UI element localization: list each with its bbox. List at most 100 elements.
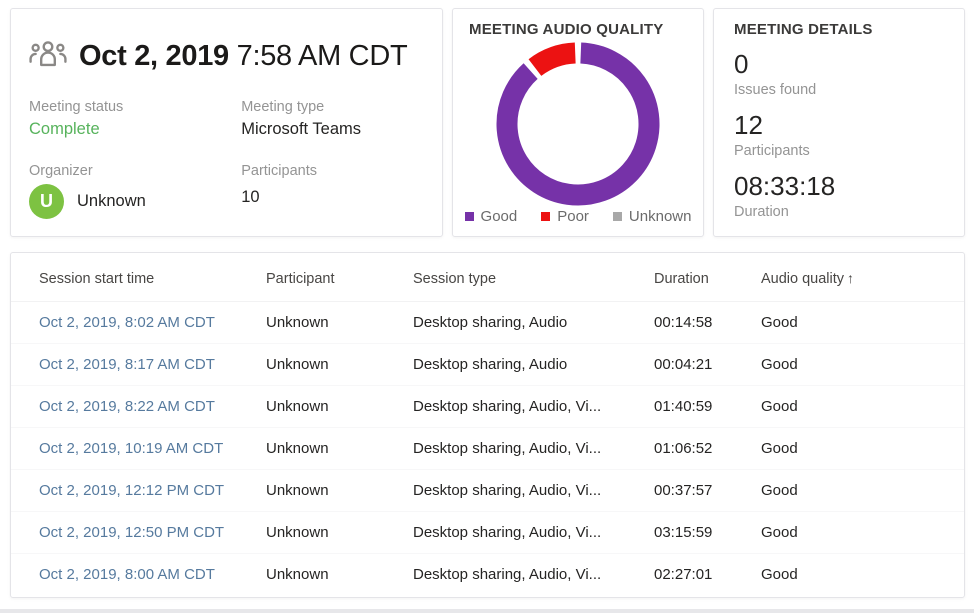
legend-label: Unknown <box>628 208 692 225</box>
summary-cards-row: Oct 2, 2019 7:58 AM CDT Meeting status C… <box>10 8 965 237</box>
legend-label: Good <box>480 208 518 225</box>
meeting-details-card: MEETING DETAILS 0 Issues found 12 Partic… <box>713 8 965 237</box>
organizer-field: Organizer U Unknown <box>29 163 241 219</box>
duration-value: 08:33:18 <box>734 170 836 201</box>
duration-cell: 01:40:59 <box>654 397 713 415</box>
sort-ascending-icon: ↑ <box>847 270 855 287</box>
meeting-group-icon <box>29 39 67 73</box>
meeting-type-label: Meeting type <box>241 99 325 115</box>
session-start-link[interactable]: Oct 2, 2019, 8:00 AM CDT <box>39 565 215 583</box>
participants-count-value: 12 <box>734 109 763 140</box>
audio-quality-cell: Good <box>761 523 798 541</box>
session-start-link[interactable]: Oct 2, 2019, 8:22 AM CDT <box>39 397 215 415</box>
meeting-header: Oct 2, 2019 7:58 AM CDT <box>29 39 422 73</box>
meeting-datetime: Oct 2, 2019 7:58 AM CDT <box>79 39 408 73</box>
session-type-cell: Desktop sharing, Audio, Vi... <box>413 397 602 415</box>
column-session-type[interactable]: Session type <box>413 270 497 287</box>
audio-quality-cell: Good <box>761 481 798 499</box>
meeting-type-field: Meeting type Microsoft Teams <box>241 99 422 139</box>
issues-found-value: 0 <box>734 49 749 79</box>
session-type-cell: Desktop sharing, Audio, Vi... <box>413 523 602 541</box>
table-row: Oct 2, 2019, 8:02 AM CDT Unknown Desktop s… <box>11 300 964 343</box>
legend-swatch-poor <box>541 212 551 221</box>
table-row: Oct 2, 2019, 12:50 PM CDT Unknown Desktop … <box>11 510 964 553</box>
duration-cell: 00:37:57 <box>654 481 713 499</box>
session-table-header: Session start time Participant Session t… <box>11 257 964 301</box>
participant-cell: Unknown <box>266 397 329 415</box>
organizer-avatar: U <box>29 184 64 219</box>
duration-cell: 03:15:59 <box>654 523 713 541</box>
session-type-cell: Desktop sharing, Audio, Vi... <box>413 565 602 583</box>
session-table: Session start time Participant Session t… <box>11 257 964 595</box>
duration-label: Duration <box>734 203 789 220</box>
participants-field: Participants 10 <box>241 163 422 219</box>
session-table-card: Session start time Participant Session t… <box>10 252 965 598</box>
meeting-status-label: Meeting status <box>29 99 124 115</box>
participants-value: 10 <box>241 188 260 206</box>
audio-quality-donut <box>496 42 660 206</box>
participant-cell: Unknown <box>266 313 329 331</box>
issues-found-stat: 0 Issues found <box>734 49 944 98</box>
meeting-details-title: MEETING DETAILS <box>734 21 873 38</box>
meeting-fields: Meeting status Complete Meeting type Mic… <box>29 99 422 219</box>
audio-quality-cell: Good <box>761 355 798 373</box>
legend-label: Poor <box>557 208 589 225</box>
audio-quality-cell: Good <box>761 397 798 415</box>
donut-legend: Good Poor Unknown <box>464 208 692 225</box>
meeting-status-value: Complete <box>29 120 100 138</box>
participants-stat: 12 Participants <box>734 109 944 159</box>
session-type-cell: Desktop sharing, Audio <box>413 313 568 331</box>
meeting-time: 7:58 AM CDT <box>236 39 408 72</box>
session-start-link[interactable]: Oct 2, 2019, 12:50 PM CDT <box>39 523 225 541</box>
donut-chart-wrap <box>465 42 691 206</box>
legend-item-good: Good <box>464 208 518 225</box>
duration-cell: 00:04:21 <box>654 355 713 373</box>
table-row: Oct 2, 2019, 10:19 AM CDT Unknown Desktop … <box>11 426 964 469</box>
column-duration[interactable]: Duration <box>654 270 709 287</box>
legend-item-poor: Poor <box>541 208 589 225</box>
audio-quality-card: MEETING AUDIO QUALITY Good Poor Unknown <box>452 8 704 237</box>
issues-found-label: Issues found <box>734 81 817 98</box>
organizer-label: Organizer <box>29 163 93 179</box>
donut-segment-poor <box>528 42 577 77</box>
duration-stat: 08:33:18 Duration <box>734 170 944 220</box>
meeting-date: Oct 2, 2019 <box>79 39 229 72</box>
session-table-body: Oct 2, 2019, 8:02 AM CDT Unknown Desktop s… <box>11 300 964 595</box>
column-audio-quality[interactable]: Audio quality ↑ <box>761 270 855 288</box>
session-type-cell: Desktop sharing, Audio, Vi... <box>413 439 602 457</box>
table-row: Oct 2, 2019, 8:00 AM CDT Unknown Desktop s… <box>11 552 964 595</box>
participant-cell: Unknown <box>266 523 329 541</box>
session-start-link[interactable]: Oct 2, 2019, 8:17 AM CDT <box>39 355 215 373</box>
page-bottom-edge <box>0 609 974 613</box>
session-type-cell: Desktop sharing, Audio <box>413 355 568 373</box>
column-session-start-time[interactable]: Session start time <box>39 270 155 287</box>
audio-quality-cell: Good <box>761 565 798 583</box>
participant-cell: Unknown <box>266 565 329 583</box>
legend-swatch-unknown <box>612 212 622 221</box>
session-start-link[interactable]: Oct 2, 2019, 12:12 PM CDT <box>39 481 225 499</box>
meeting-type-value: Microsoft Teams <box>241 120 362 138</box>
audio-quality-title: MEETING AUDIO QUALITY <box>469 21 664 38</box>
legend-item-unknown: Unknown <box>612 208 692 225</box>
participant-cell: Unknown <box>266 481 329 499</box>
meeting-analytics-page: { "meeting_card": { "date": "Oct 2, 2019… <box>0 8 974 613</box>
organizer-name: Unknown <box>77 192 146 210</box>
meeting-summary-card: Oct 2, 2019 7:58 AM CDT Meeting status C… <box>10 8 443 237</box>
session-start-link[interactable]: Oct 2, 2019, 8:02 AM CDT <box>39 313 215 331</box>
participant-cell: Unknown <box>266 355 329 373</box>
legend-swatch-good <box>464 212 474 221</box>
session-start-link[interactable]: Oct 2, 2019, 10:19 AM CDT <box>39 439 224 457</box>
duration-cell: 01:06:52 <box>654 439 713 457</box>
column-participant[interactable]: Participant <box>266 270 335 287</box>
participants-count-label: Participants <box>734 142 810 159</box>
participant-cell: Unknown <box>266 439 329 457</box>
table-row: Oct 2, 2019, 12:12 PM CDT Unknown Desktop … <box>11 468 964 511</box>
table-row: Oct 2, 2019, 8:17 AM CDT Unknown Desktop s… <box>11 342 964 385</box>
audio-quality-cell: Good <box>761 313 798 331</box>
table-row: Oct 2, 2019, 8:22 AM CDT Unknown Desktop s… <box>11 384 964 427</box>
donut-segment-good <box>496 42 660 206</box>
audio-quality-cell: Good <box>761 439 798 457</box>
duration-cell: 02:27:01 <box>654 565 713 583</box>
participants-label: Participants <box>241 163 317 179</box>
meeting-status-field: Meeting status Complete <box>29 99 241 139</box>
